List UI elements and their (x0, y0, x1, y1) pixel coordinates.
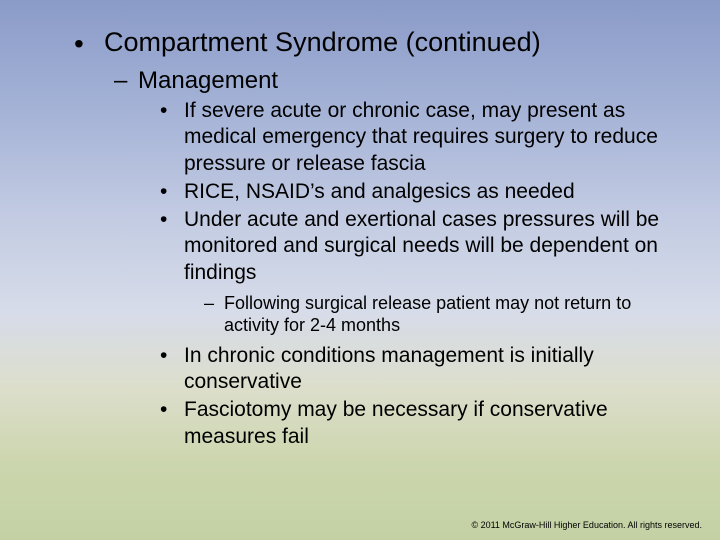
sub-body-bullet: – Following surgical release patient may… (204, 292, 680, 337)
body-bullet: • Under acute and exertional cases press… (160, 207, 680, 286)
body-text: Fasciotomy may be necessary if conservat… (184, 397, 680, 450)
dash-marker: – (114, 65, 138, 96)
body-text: If severe acute or chronic case, may pre… (184, 98, 680, 177)
slide-body: • Compartment Syndrome (continued) – Man… (0, 0, 720, 450)
bullet-marker: • (160, 98, 184, 177)
body-bullet: • If severe acute or chronic case, may p… (160, 98, 680, 177)
body-text: Under acute and exertional cases pressur… (184, 207, 680, 286)
body-text: In chronic conditions management is init… (184, 343, 680, 396)
sub-body-text: Following surgical release patient may n… (224, 292, 680, 337)
body-bullet: • RICE, NSAID’s and analgesics as needed (160, 179, 680, 205)
body-bullet: • Fasciotomy may be necessary if conserv… (160, 397, 680, 450)
bullet-marker: • (160, 397, 184, 450)
body-bullet: • In chronic conditions management is in… (160, 343, 680, 396)
bullet-marker: • (160, 343, 184, 396)
bullet-marker: • (160, 179, 184, 205)
body-text: RICE, NSAID’s and analgesics as needed (184, 179, 680, 205)
title-bullet: • Compartment Syndrome (continued) (74, 26, 680, 61)
bullet-marker: • (160, 207, 184, 286)
copyright-footer: © 2011 McGraw-Hill Higher Education. All… (471, 520, 702, 530)
bullet-marker: • (74, 26, 104, 61)
subheading-bullet: – Management (114, 65, 680, 96)
title-text: Compartment Syndrome (continued) (104, 26, 680, 61)
subheading-text: Management (138, 65, 680, 96)
dash-marker: – (204, 292, 224, 337)
